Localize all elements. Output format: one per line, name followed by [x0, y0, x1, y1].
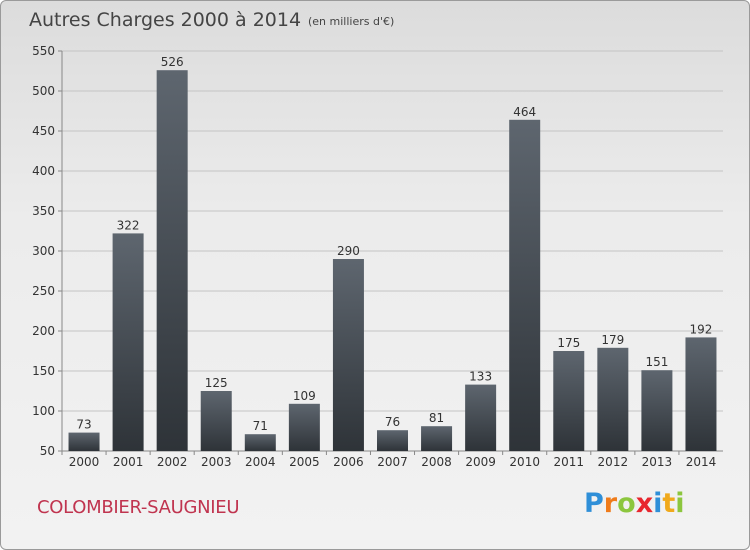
- bar-2003: [200, 391, 232, 451]
- data-label-2008: 81: [429, 411, 444, 425]
- bar-2001: [112, 233, 144, 451]
- data-label-2014: 192: [690, 322, 713, 336]
- bar-2002: [156, 70, 188, 451]
- y-tick-label: 250: [32, 284, 55, 298]
- data-label-2002: 526: [161, 55, 184, 69]
- logo-letter: o: [617, 488, 636, 519]
- x-tick-label-2007: 2007: [377, 455, 408, 469]
- data-label-2012: 179: [601, 333, 624, 347]
- y-tick-label: 350: [32, 204, 55, 218]
- x-tick-label-2000: 2000: [69, 455, 100, 469]
- bar-2007: [377, 430, 408, 451]
- data-label-2010: 464: [513, 105, 536, 119]
- x-tick-label-2012: 2012: [598, 455, 629, 469]
- data-label-2000: 73: [76, 418, 91, 432]
- bar-2011: [553, 351, 585, 451]
- y-tick-label: 50: [40, 444, 55, 458]
- y-tick-label: 300: [32, 244, 55, 258]
- x-tick-label-2011: 2011: [553, 455, 584, 469]
- data-label-2001: 322: [117, 218, 140, 232]
- x-tick-label-2010: 2010: [509, 455, 540, 469]
- bars: [68, 70, 717, 452]
- bar-2013: [641, 370, 673, 451]
- bar-2012: [597, 347, 629, 451]
- y-tick-label: 550: [32, 44, 55, 58]
- proxiti-logo: Proxiti: [584, 488, 685, 519]
- bar-2008: [421, 426, 453, 451]
- x-tick-label-2008: 2008: [421, 455, 452, 469]
- y-tick-label: 450: [32, 124, 55, 138]
- x-tick-label-2006: 2006: [333, 455, 364, 469]
- bar-2009: [465, 384, 497, 451]
- y-tick-label: 500: [32, 84, 55, 98]
- logo-letter: i: [653, 488, 663, 519]
- data-label-2011: 175: [557, 336, 580, 350]
- x-tick-label-2014: 2014: [686, 455, 717, 469]
- data-label-2005: 109: [293, 389, 316, 403]
- chart-title: Autres Charges 2000 à 2014: [29, 9, 302, 31]
- x-tick-labels: 2000 2001 2002 2003 2004 2005 2006 2007 2008 2009…: [69, 455, 716, 469]
- logo-letter: i: [675, 488, 685, 519]
- data-label-2004: 71: [253, 419, 268, 433]
- bar-2006: [332, 259, 364, 451]
- bar-2000: [68, 432, 100, 451]
- data-label-2013: 151: [645, 355, 668, 369]
- bar-2014: [685, 337, 717, 451]
- x-tick-label-2001: 2001: [113, 455, 144, 469]
- bar-2005: [288, 403, 320, 451]
- x-tick-label-2003: 2003: [201, 455, 232, 469]
- y-tick-labels: 50 100 150 200 250 300 350 400 450 500 550: [32, 44, 55, 458]
- x-tick-label-2013: 2013: [642, 455, 673, 469]
- town-name: COLOMBIER-SAUGNIEU: [37, 497, 240, 518]
- x-tick-label-2009: 2009: [465, 455, 496, 469]
- data-label-2007: 76: [385, 415, 400, 429]
- logo-letter: r: [603, 488, 618, 519]
- data-label-2009: 133: [469, 370, 492, 384]
- x-tick-label-2005: 2005: [289, 455, 320, 469]
- y-tick-label: 100: [32, 404, 55, 418]
- y-tick-label: 200: [32, 324, 55, 338]
- data-label-2003: 125: [205, 376, 228, 390]
- logo-letter: x: [635, 488, 654, 519]
- bar-2010: [509, 119, 541, 452]
- logo-letter: t: [662, 488, 676, 519]
- chart-subtitle: (en milliers d'€): [308, 15, 395, 28]
- y-tick-label: 400: [32, 164, 55, 178]
- x-tick-label-2004: 2004: [245, 455, 276, 469]
- y-tick-label: 150: [32, 364, 55, 378]
- data-labels: 73 322 526 125 71 109 290 76 81 133 464 175 179 151 19…: [76, 55, 712, 433]
- bar-2004: [244, 434, 276, 451]
- x-tick-label-2002: 2002: [157, 455, 188, 469]
- data-label-2006: 290: [337, 244, 360, 258]
- logo-letter: P: [584, 488, 604, 519]
